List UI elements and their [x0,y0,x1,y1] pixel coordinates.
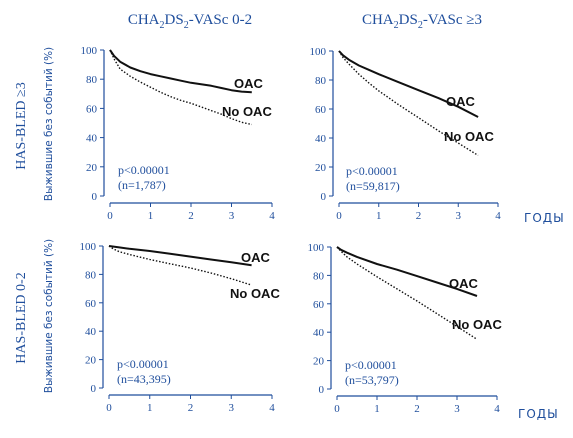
series-label-no-oac: No OAC [222,104,272,119]
ylabel-bottom: Выжившие без событий (%) [43,239,55,393]
y-tick-label: 100 [81,45,98,57]
y-tick-label: 80 [85,269,97,281]
y-tick-label: 40 [313,327,325,339]
y-tick-label: 60 [86,103,98,115]
n-annotation: (n=1,787) [118,178,166,192]
y-tick-label: 20 [315,162,327,174]
y-tick-label: 20 [86,162,98,174]
series-line-no-oac [109,49,252,126]
xlabel-top: ГОДЫ [524,211,565,225]
x-tick-label: 0 [334,403,340,415]
n-annotation: (n=43,395) [117,372,171,386]
ylabel-top: Выжившие без событий (%) [43,47,55,201]
series-label-oac: OAC [449,276,479,291]
x-tick-label: 2 [188,402,194,414]
y-tick-label: 0 [91,383,97,395]
n-annotation: (n=59,817) [346,179,400,193]
y-tick-label: 0 [92,191,98,203]
x-tick-label: 4 [494,403,500,415]
chart-panel-bottom-right: 0 20 40 60 80 100 0 1 2 3 4 OAC No OAC p<0.00001(n=53… [308,242,503,415]
p-value-annotation: p<0.00001 [346,164,398,178]
x-tick-label: 1 [148,210,154,222]
x-tick-label: 0 [336,210,342,222]
y-tick-label: 0 [321,191,327,203]
p-value-annotation: p<0.00001 [345,358,397,372]
series-line-oac [336,246,478,297]
series-line-oac [108,245,252,267]
series-label-no-oac: No OAC [230,286,280,301]
chart-panel-top-left: 0 20 40 60 80 100 0 1 2 3 4 OAC No OAC p<0.00001(n=1,… [81,45,276,222]
x-tick-label: 1 [147,402,153,414]
y-tick-label: 80 [86,74,98,86]
x-tick-label: 2 [188,210,194,222]
x-tick-label: 3 [229,402,235,414]
y-tick-label: 60 [313,299,325,311]
p-value-annotation: p<0.00001 [118,163,170,177]
y-tick-label: 40 [315,133,327,145]
y-tick-label: 20 [85,355,97,367]
x-tick-label: 0 [107,210,113,222]
x-tick-label: 2 [414,403,420,415]
x-tick-label: 0 [106,402,112,414]
y-tick-label: 40 [86,133,98,145]
y-tick-label: 100 [80,241,97,253]
y-tick-label: 80 [315,75,327,87]
y-tick-label: 0 [319,384,325,396]
x-tick-label: 4 [269,402,275,414]
y-tick-label: 60 [315,104,327,116]
series-label-oac: OAC [234,76,264,91]
series-line-oac [338,50,479,118]
series-label-no-oac: No OAC [452,317,502,332]
p-value-annotation: p<0.00001 [117,357,169,371]
series-label-no-oac: No OAC [444,129,494,144]
y-tick-label: 40 [85,326,97,338]
series-label-oac: OAC [241,250,271,265]
series-line-no-oac [338,50,479,156]
x-tick-label: 4 [495,210,501,222]
xlabel-bottom: ГОДЫ [518,407,559,421]
series-line-oac [109,49,252,94]
y-tick-label: 100 [308,242,325,254]
x-tick-label: 4 [269,210,275,222]
series-line-no-oac [336,246,478,340]
col-title-left: CHA2DS2-VASc 0-2 [128,12,252,31]
series-label-oac: OAC [446,94,476,109]
n-annotation: (n=53,797) [345,373,399,387]
row-label-top: HAS-BLED ≥3 [14,82,29,169]
x-tick-label: 1 [376,210,382,222]
y-tick-label: 80 [313,270,325,282]
chart-panel-bottom-left: 0 20 40 60 80 100 0 1 2 3 4 OAC No OAC p<0.00001(n=43… [80,241,281,414]
x-tick-label: 1 [374,403,380,415]
col-title-right: CHA2DS2-VASc ≥3 [362,12,482,31]
x-tick-label: 3 [229,210,235,222]
chart-panel-top-right: 0 20 40 60 80 100 0 1 2 3 4 OAC No OAC p<0.00001(n=59… [310,46,502,222]
x-tick-label: 3 [454,403,460,415]
y-tick-label: 60 [85,298,97,310]
y-tick-label: 20 [313,356,325,368]
row-label-bottom: HAS-BLED 0-2 [14,272,29,363]
y-tick-label: 100 [310,46,327,58]
series-line-no-oac [108,245,252,286]
x-tick-label: 2 [416,210,422,222]
x-tick-label: 3 [456,210,462,222]
